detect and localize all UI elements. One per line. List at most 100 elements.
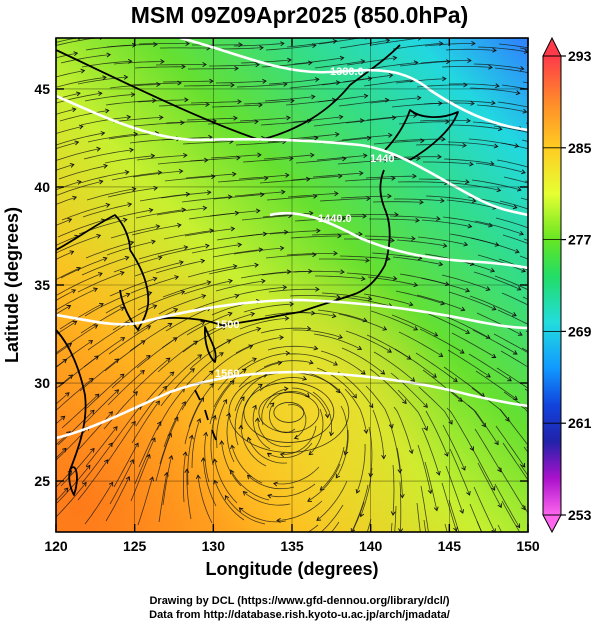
- streamline-arrowhead: [228, 278, 233, 284]
- streamline-arrowhead: [358, 231, 363, 237]
- lat-lon-grid: [56, 38, 528, 532]
- streamline: [182, 326, 226, 353]
- streamline-arrowhead: [314, 77, 320, 83]
- streamline-arrowhead: [547, 543, 551, 547]
- streamline-arrowhead: [440, 198, 445, 204]
- streamline: [444, 315, 490, 339]
- streamline: [259, 377, 307, 392]
- streamline-arrowhead: [338, 334, 343, 339]
- streamline-arrowhead: [169, 371, 175, 377]
- streamline-arrowhead: [343, 450, 349, 456]
- streamline: [138, 246, 188, 260]
- streamline: [136, 154, 187, 161]
- streamline-arrowhead: [209, 78, 214, 84]
- streamline-arrowhead: [381, 454, 387, 460]
- streamline-arrowhead: [184, 468, 190, 474]
- streamline: [317, 309, 367, 322]
- streamline-arrowhead: [311, 94, 316, 100]
- streamline-arrowhead: [512, 350, 518, 355]
- streamline-arrowhead: [148, 207, 154, 213]
- streamline-arrowhead: [416, 95, 422, 101]
- streamline: [313, 120, 364, 127]
- streamline: [399, 481, 402, 532]
- streamline: [257, 418, 292, 448]
- streamline-arrowhead: [308, 359, 314, 365]
- streamline-arrowhead: [155, 224, 161, 230]
- streamline-arrowhead: [259, 45, 264, 51]
- streamline-arrowhead: [273, 481, 278, 487]
- credit-drawing: Drawing by DCL (https://www.gfd-dennou.o…: [149, 595, 450, 607]
- streamline: [337, 371, 374, 408]
- y-tick-label: 40: [34, 179, 50, 195]
- streamline: [442, 216, 493, 227]
- streamline-arrowhead: [363, 429, 369, 434]
- streamline: [183, 280, 233, 295]
- streamline: [477, 46, 528, 53]
- streamline-arrowhead: [561, 370, 565, 374]
- streamline: [399, 61, 450, 67]
- streamline-arrowhead: [568, 292, 572, 296]
- streamline-arrowhead: [206, 280, 212, 286]
- streamline: [418, 386, 453, 425]
- streamline: [396, 239, 447, 247]
- streamline: [286, 40, 337, 48]
- streamline: [191, 244, 242, 254]
- streamline-arrowhead: [505, 417, 510, 422]
- streamline-arrowhead: [516, 286, 522, 291]
- streamline: [392, 43, 443, 50]
- streamline: [109, 459, 134, 505]
- streamline: [129, 323, 172, 352]
- streamline-arrowhead: [436, 216, 441, 222]
- streamline: [241, 384, 263, 429]
- streamline: [422, 369, 463, 402]
- streamline: [474, 220, 524, 235]
- streamline: [56, 392, 70, 405]
- streamline: [103, 209, 153, 222]
- streamline-arrowhead: [254, 417, 260, 423]
- streamline-arrowhead: [82, 481, 87, 487]
- streamline-arrowhead: [200, 321, 206, 326]
- streamline: [240, 425, 267, 467]
- streamline: [441, 66, 493, 68]
- streamline-arrowhead: [200, 457, 206, 462]
- streamline-arrowhead: [85, 464, 91, 470]
- streamline-arrowhead: [492, 47, 497, 53]
- streamline-arrowhead: [382, 326, 388, 331]
- streamline-arrowhead: [105, 202, 111, 208]
- streamline: [339, 39, 390, 49]
- streamline-arrowhead: [420, 549, 424, 553]
- streamline: [130, 82, 182, 86]
- y-axis-label: Latitude (degrees): [2, 207, 22, 363]
- streamline: [80, 307, 125, 334]
- streamline: [137, 291, 185, 311]
- streamline-arrowhead: [334, 191, 339, 197]
- streamline: [243, 303, 294, 313]
- streamline: [475, 370, 518, 400]
- streamline-arrowhead: [241, 368, 247, 373]
- streamline: [181, 196, 232, 203]
- streamline: [104, 155, 155, 164]
- streamline: [443, 366, 485, 397]
- streamline: [56, 196, 77, 205]
- streamline-arrowhead: [129, 240, 135, 246]
- streamline-arrowhead: [387, 348, 392, 353]
- streamline-arrowhead: [313, 345, 319, 351]
- streamline-arrowhead: [163, 471, 169, 477]
- streamline: [56, 180, 103, 197]
- streamline-arrowhead: [273, 542, 277, 546]
- streamline: [335, 429, 349, 478]
- streamline: [209, 210, 260, 217]
- streamline: [496, 367, 528, 389]
- streamline: [419, 328, 465, 354]
- streamline-arrowhead: [519, 565, 523, 569]
- streamline-arrowhead: [156, 421, 162, 426]
- contour-label-1440: 1440: [370, 153, 394, 165]
- streamline: [417, 444, 432, 494]
- streamline: [340, 405, 348, 455]
- streamline: [103, 391, 138, 430]
- streamline-arrowhead: [129, 459, 135, 464]
- streamline-arrowhead: [227, 311, 233, 317]
- streamline-arrowhead: [266, 452, 272, 458]
- streamline: [318, 38, 362, 45]
- streamline-arrowhead: [419, 199, 424, 205]
